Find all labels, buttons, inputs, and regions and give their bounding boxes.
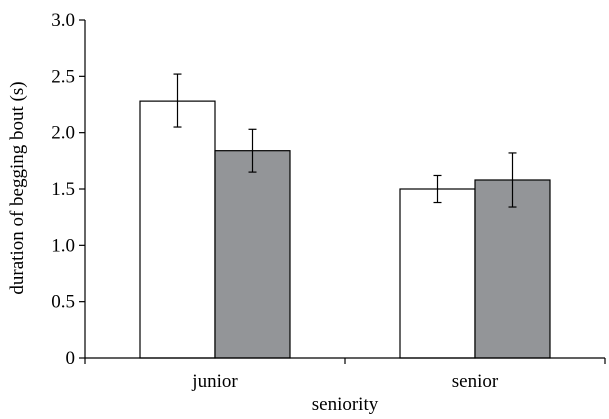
bars-group xyxy=(139,100,551,359)
x-tick-label: junior xyxy=(191,371,238,392)
bar-junior-series-1 xyxy=(139,100,216,359)
y-axis-title: duration of begging bout (s) xyxy=(7,81,28,294)
y-tick-label: 0 xyxy=(66,348,76,369)
y-tick-label: 1.0 xyxy=(51,235,75,256)
bar-senior-series-1 xyxy=(399,188,476,359)
y-axis-ticks: 0 0.5 1.0 1.5 2.0 2.5 3.0 xyxy=(51,10,85,369)
x-axis-ticks: junior senior xyxy=(84,358,606,392)
y-tick-label: 3.0 xyxy=(51,10,75,31)
y-tick-label: 1.5 xyxy=(51,179,75,200)
x-tick-label: senior xyxy=(452,371,499,392)
error-bars-group xyxy=(173,73,517,208)
bar-senior-series-2 xyxy=(474,179,551,359)
y-tick-label: 0.5 xyxy=(51,292,75,313)
y-tick-label: 2.0 xyxy=(51,123,75,144)
bar-junior-series-2 xyxy=(214,150,291,359)
x-axis-title: seniority xyxy=(312,394,379,415)
y-tick-label: 2.5 xyxy=(51,66,75,87)
